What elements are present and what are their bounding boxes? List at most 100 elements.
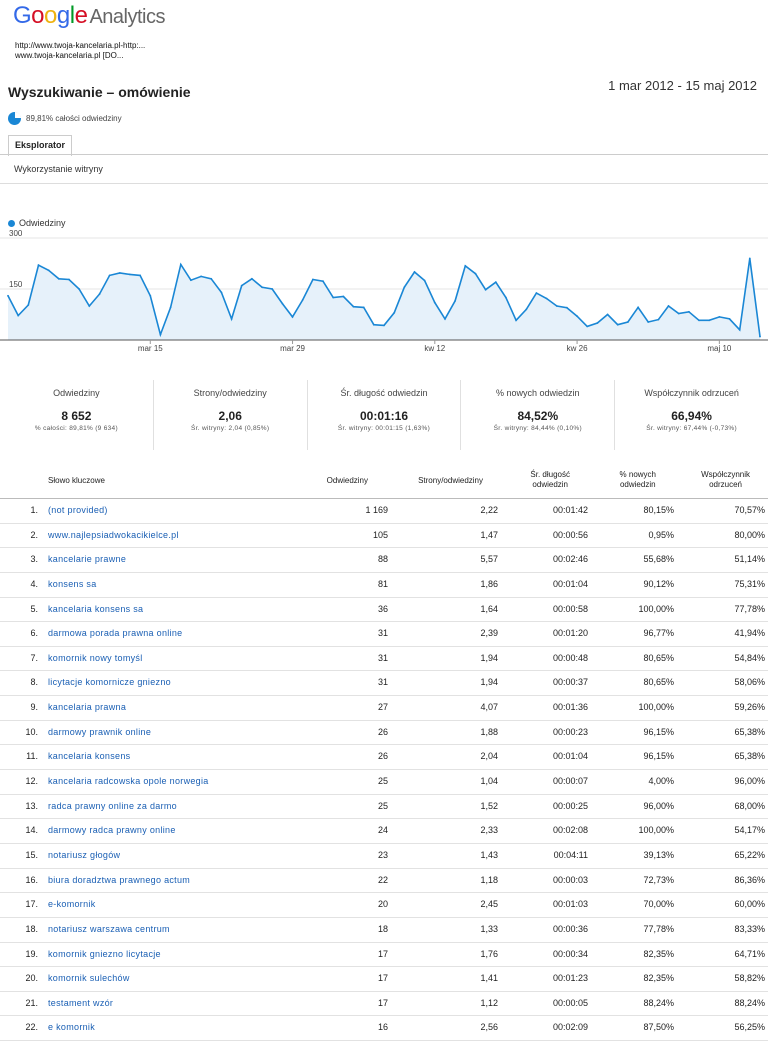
data-point <box>240 284 243 287</box>
metric-pages-per-visit[interactable]: Strony/odwiedziny 2,06 Śr. witryny: 2,04… <box>154 380 308 450</box>
new-visits-value: 55,68% <box>643 554 674 565</box>
table-row: 7. komornik nowy tomyśl 31 1,94 00:00:48 80,6… <box>0 647 768 672</box>
data-point <box>647 321 650 323</box>
keyword-link[interactable]: biura doradztwa prawnego actum <box>48 874 191 885</box>
data-point <box>637 306 639 309</box>
keyword-link[interactable]: www.najlepsiadwokacikielce.pl <box>48 529 179 540</box>
data-point <box>759 335 761 338</box>
data-point <box>535 292 538 294</box>
duration-value: 00:00:36 <box>552 923 588 934</box>
new-visits-value: 96,15% <box>643 726 674 737</box>
col-new-visits[interactable]: % nowych odwiedzin <box>620 470 656 490</box>
keyword-link[interactable]: komornik sulechów <box>48 973 130 984</box>
metric-visits[interactable]: Odwiedziny 8 652 % całości: 89,81% (9 63… <box>0 380 154 450</box>
duration-value: 00:00:07 <box>552 776 588 787</box>
row-number: 7. <box>30 652 38 663</box>
visits-value: 25 <box>377 800 388 811</box>
keyword-link[interactable]: radca prawny online za darmo <box>48 800 177 811</box>
keyword-link[interactable]: (not provided) <box>48 505 108 515</box>
row-number: 20. <box>25 973 38 984</box>
visits-value: 22 <box>377 874 388 885</box>
keyword-link[interactable]: konsens sa <box>48 578 97 589</box>
bounce-rate-value: 75,31% <box>734 578 765 589</box>
metric-value: 8 652 <box>61 409 92 423</box>
pages-value: 1,86 <box>480 578 498 589</box>
data-point <box>37 264 40 267</box>
keyword-link[interactable]: testament wzór <box>48 997 114 1008</box>
x-tick-label: kw 26 <box>567 344 588 353</box>
google-analytics-logo[interactable]: Google Analytics <box>13 2 165 30</box>
visits-value: 31 <box>377 628 388 639</box>
site-profile[interactable]: http://www.twoja-kancelaria.pl-http:... … <box>15 41 145 61</box>
pages-value: 1,88 <box>480 726 498 737</box>
metric-bounce-rate[interactable]: Współczynnik odrzuceń 66,94% Śr. witryny… <box>615 380 768 450</box>
data-point <box>505 296 507 299</box>
data-point <box>47 269 50 272</box>
table-row: 16. biura doradztwa prawnego actum 22 1,18 0… <box>0 869 768 894</box>
data-point <box>657 318 660 321</box>
keyword-link[interactable]: kancelaria konsens sa <box>48 603 144 614</box>
new-visits-value: 70,00% <box>643 899 674 910</box>
keyword-link[interactable]: e-komornik <box>48 899 96 910</box>
metrics-summary: Odwiedziny 8 652 % całości: 89,81% (9 63… <box>0 380 768 450</box>
data-point <box>596 322 599 324</box>
bounce-rate-value: 70,57% <box>734 505 765 515</box>
pie-chart-icon <box>8 112 21 125</box>
keyword-link[interactable]: komornik nowy tomyśl <box>48 652 143 663</box>
keyword-link[interactable]: kancelarie prawne <box>48 554 127 565</box>
keyword-link[interactable]: kancelaria konsens <box>48 751 131 762</box>
y-tick-label: 300 <box>9 229 23 238</box>
row-number: 8. <box>30 677 38 688</box>
bounce-rate-value: 54,17% <box>734 825 765 836</box>
pages-value: 1,33 <box>480 923 498 934</box>
data-point <box>627 321 629 323</box>
row-number: 6. <box>30 628 38 639</box>
visits-value: 17 <box>377 948 388 959</box>
legend-label: Odwiedziny <box>19 218 66 228</box>
metric-avg-duration[interactable]: Śr. długość odwiedzin 00:01:16 Śr. witry… <box>308 380 462 450</box>
chart-legend[interactable]: Odwiedziny <box>8 218 66 228</box>
pages-value: 1,94 <box>480 677 498 688</box>
keyword-link[interactable]: komornik gniezno licytacje <box>48 948 161 959</box>
table-row: 12. kancelaria radcowska opole norwegia 25… <box>0 770 768 795</box>
table-row: 22. e komornik 16 2,56 00:02:09 87,50% 56,25% <box>0 1016 768 1041</box>
col-pages[interactable]: Strony/odwiedziny <box>418 476 483 485</box>
new-visits-value: 96,15% <box>643 751 674 762</box>
subtab-site-usage[interactable]: Wykorzystanie witryny <box>14 164 103 174</box>
col-duration[interactable]: Śr. długość odwiedzin <box>530 470 570 490</box>
col-visits[interactable]: Odwiedziny <box>326 476 368 485</box>
new-visits-value: 100,00% <box>638 603 674 614</box>
visits-chart[interactable]: 300 150 mar 15 mar 29 kw 12 kw 26 maj 10 <box>0 228 768 358</box>
metric-comparison: Śr. witryny: 67,44% (-0,73%) <box>646 425 737 432</box>
data-point <box>332 296 335 299</box>
keyword-link[interactable]: kancelaria prawna <box>48 702 127 713</box>
row-number: 12. <box>25 776 38 787</box>
row-number: 19. <box>25 948 38 959</box>
visits-value: 24 <box>377 825 388 836</box>
keyword-link[interactable]: darmowy prawnik online <box>48 726 152 737</box>
visits-value: 81 <box>377 578 388 589</box>
keyword-link[interactable]: notariusz warszawa centrum <box>48 923 170 934</box>
new-visits-value: 72,73% <box>643 874 674 885</box>
keyword-link[interactable]: kancelaria radcowska opole norwegia <box>48 776 209 787</box>
row-number: 13. <box>25 800 38 811</box>
col-keyword[interactable]: Słowo kluczowe <box>48 476 105 485</box>
pages-value: 2,39 <box>480 628 498 639</box>
tab-explorer[interactable]: Eksplorator <box>8 135 73 156</box>
metric-new-visits[interactable]: % nowych odwiedzin 84,52% Śr. witryny: 8… <box>461 380 616 450</box>
new-visits-value: 100,00% <box>638 825 674 836</box>
x-tick-label: mar 15 <box>138 344 163 353</box>
col-bounce[interactable]: Współczynnik odrzuceń <box>701 470 750 490</box>
keyword-link[interactable]: darmowa porada prawna online <box>48 628 183 639</box>
data-point <box>88 305 91 307</box>
visits-value: 17 <box>377 997 388 1008</box>
data-point <box>566 306 568 309</box>
bounce-rate-value: 96,00% <box>734 776 765 787</box>
row-number: 18. <box>25 923 38 934</box>
row-number: 14. <box>25 825 38 836</box>
date-range-picker[interactable]: 1 mar 2012 - 15 maj 2012 <box>608 78 757 93</box>
keyword-link[interactable]: licytacje komornicze gniezno <box>48 677 171 688</box>
pages-value: 2,45 <box>480 899 498 910</box>
keyword-link[interactable]: darmowy radca prawny online <box>48 825 176 836</box>
keyword-link[interactable]: notariusz głogów <box>48 849 121 860</box>
